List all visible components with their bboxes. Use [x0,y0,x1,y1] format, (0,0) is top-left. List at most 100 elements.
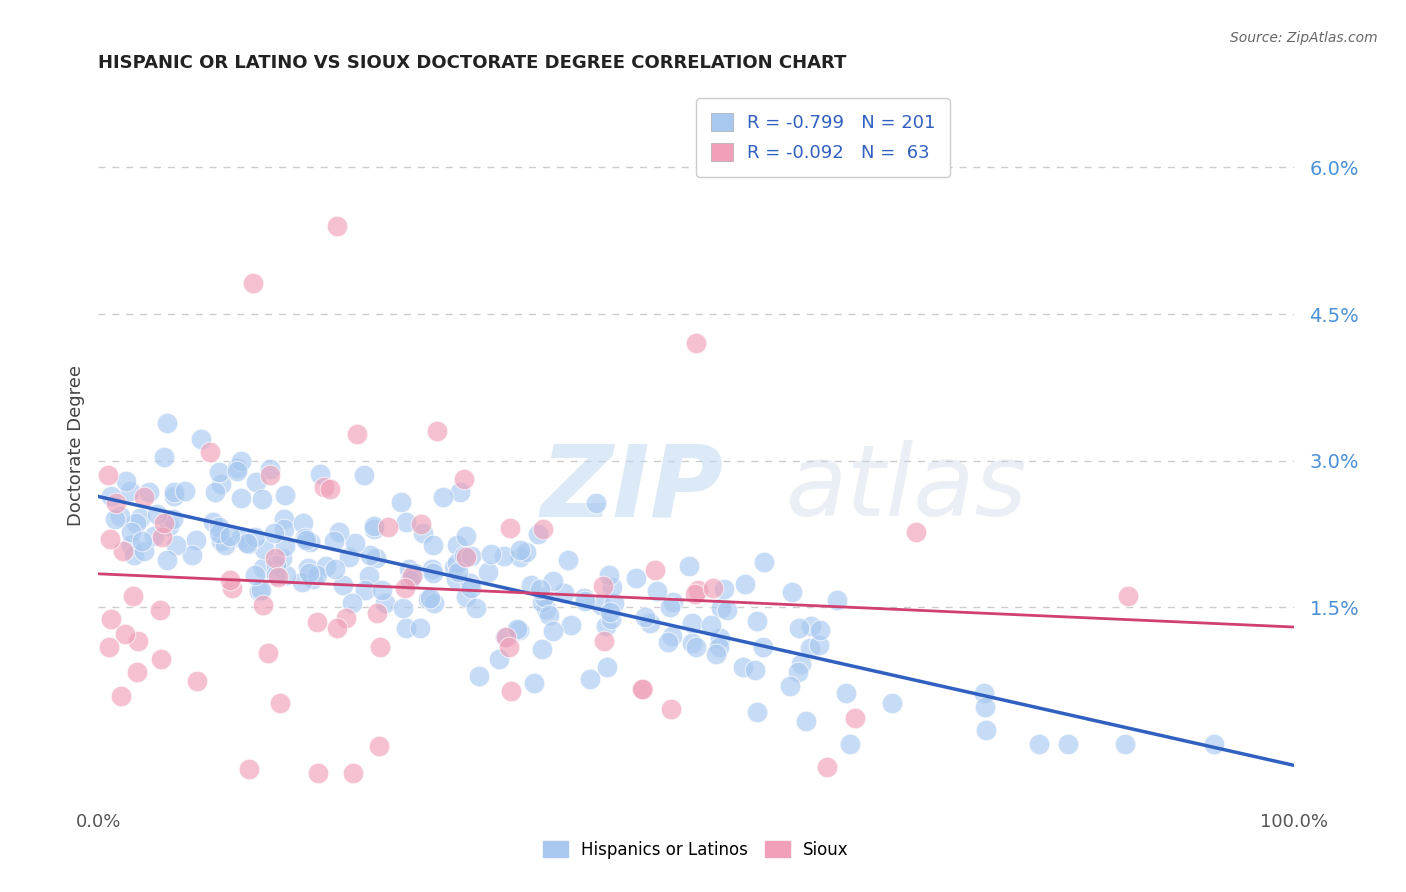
Point [509,543,531,558]
Point [477,566,499,580]
Point [464,601,486,615]
Point [599,612,621,626]
Point [363,519,385,533]
Point [156,416,179,430]
Point [242,276,264,290]
Point [392,600,415,615]
Point [124,516,146,530]
Point [402,566,425,581]
Point [201,516,224,530]
Point [165,538,187,552]
Point [129,511,152,525]
Point [120,524,142,539]
Point [204,485,226,500]
Point [149,651,172,665]
Point [685,336,707,351]
Point [315,558,337,573]
Point [494,549,516,564]
Point [354,582,377,597]
Point [794,714,817,728]
Point [527,527,550,541]
Point [447,565,470,579]
Point [707,640,730,655]
Point [681,616,703,631]
Point [226,461,249,475]
Point [292,516,315,530]
Point [704,647,727,661]
Point [190,432,212,446]
Point [595,660,617,674]
Point [274,488,297,502]
Point [657,635,679,649]
Point [247,584,270,599]
Point [243,531,266,545]
Point [399,573,422,587]
Point [976,723,998,737]
Point [531,642,554,657]
Point [250,491,273,506]
Text: atlas: atlas [786,441,1028,537]
Point [446,538,468,552]
Point [150,530,173,544]
Point [468,669,491,683]
Point [302,573,325,587]
Point [658,600,681,615]
Point [274,539,297,553]
Point [353,468,375,483]
Point [432,490,454,504]
Point [780,585,803,599]
Point [557,552,579,566]
Point [131,533,153,548]
Point [368,739,391,753]
Point [523,676,546,690]
Point [460,549,482,563]
Point [346,427,368,442]
Point [259,468,281,483]
Point [98,532,122,546]
Point [332,578,354,592]
Point [495,630,517,644]
Point [553,586,575,600]
Point [364,550,387,565]
Point [110,508,132,523]
Point [533,590,555,604]
Point [235,536,257,550]
Point [291,575,314,590]
Point [100,489,122,503]
Point [221,581,243,595]
Point [409,621,432,635]
Point [444,572,467,586]
Point [709,632,731,646]
Point [363,522,385,536]
Point [238,762,260,776]
Point [422,538,444,552]
Text: ZIP: ZIP [541,441,724,537]
Point [294,533,316,548]
Point [253,541,276,556]
Point [443,560,465,574]
Point [374,597,396,611]
Point [416,591,439,606]
Point [446,557,468,571]
Point [800,619,823,633]
Point [426,425,449,439]
Point [153,516,176,530]
Point [245,475,267,489]
Point [138,484,160,499]
Point [323,533,346,548]
Point [218,529,240,543]
Point [501,684,523,698]
Point [122,548,145,562]
Point [395,516,418,530]
Point [155,553,177,567]
Point [337,550,360,565]
Point [844,711,866,725]
Point [309,467,332,482]
Point [537,607,560,622]
Point [318,483,340,497]
Point [273,522,295,536]
Y-axis label: Doctorate Degree: Doctorate Degree [66,366,84,526]
Point [125,665,148,680]
Point [453,472,475,486]
Point [219,573,242,587]
